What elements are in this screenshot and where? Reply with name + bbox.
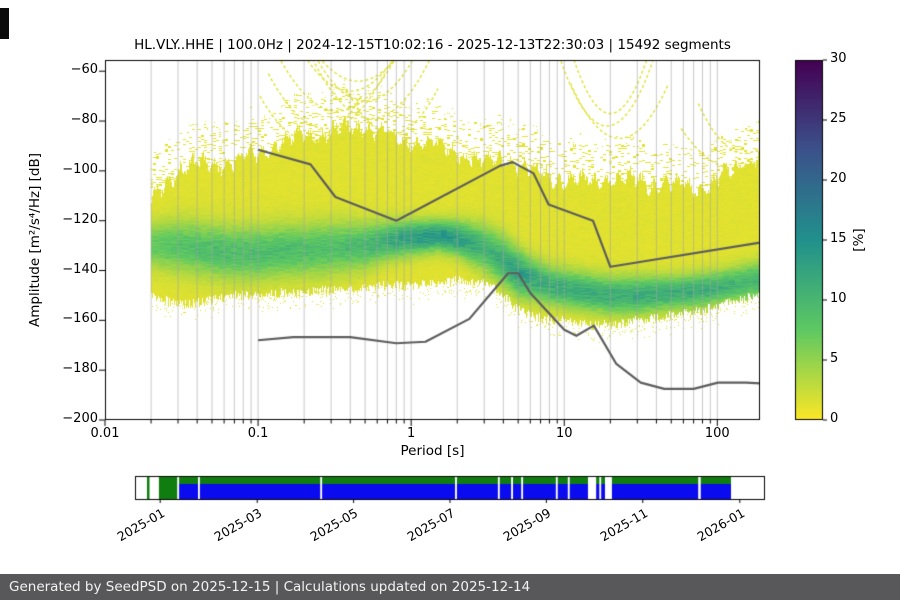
colorbar-tick-label: 25	[830, 111, 847, 126]
y-tick-label: −160	[62, 311, 98, 327]
colorbar-tick-label: 0	[830, 411, 839, 426]
y-tick-label: −80	[70, 112, 98, 128]
x-tick-label: 100	[704, 426, 730, 441]
y-tick-label: −140	[62, 261, 98, 277]
x-tick-label: 1	[407, 426, 416, 441]
y-tick-label: −200	[62, 411, 98, 426]
colorbar-tick-label: 30	[830, 51, 847, 66]
colorbar-tick-label: 5	[830, 351, 839, 366]
x-tick-label: 10	[555, 426, 573, 441]
plot-title: HL.VLY..HHE | 100.0Hz | 2024-12-15T10:02…	[134, 37, 731, 53]
colorbar-tick-label: 20	[830, 171, 847, 186]
y-tick-label: −120	[62, 211, 98, 227]
y-tick-label: −60	[70, 62, 98, 78]
footer-bar: Generated by SeedPSD on 2025-12-15 | Cal…	[0, 574, 900, 600]
x-tick-label: 0.1	[247, 426, 269, 441]
footer-text: Generated by SeedPSD on 2025-12-15 | Cal…	[9, 579, 531, 595]
colorbar-tick-label: 10	[830, 291, 847, 306]
y-axis-label: Amplitude [m²/s⁴/Hz] [dB]	[27, 152, 43, 328]
left-edge-artifact	[0, 8, 9, 39]
x-axis-label: Period [s]	[400, 443, 465, 459]
y-tick-label: −100	[62, 161, 98, 177]
colorbar-tick-label: 15	[830, 231, 847, 246]
y-tick-label: −180	[62, 361, 98, 377]
x-tick-label: 0.01	[90, 426, 120, 441]
